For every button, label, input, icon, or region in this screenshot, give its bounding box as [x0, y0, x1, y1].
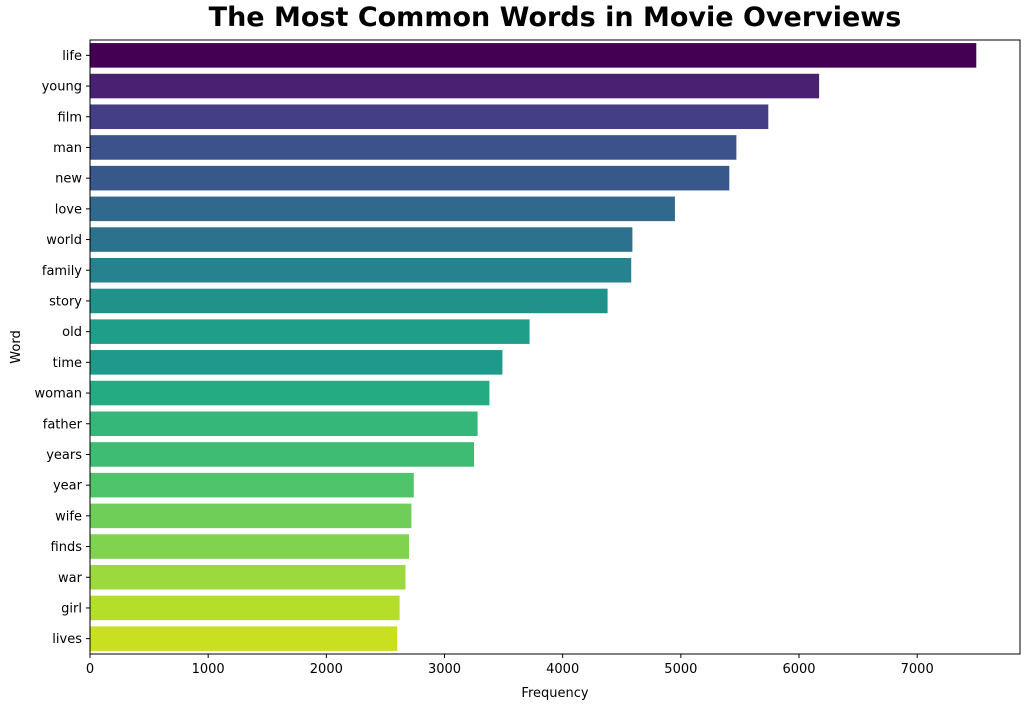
bar-wife	[90, 503, 412, 529]
x-tick-label: 7000	[901, 662, 934, 677]
y-axis-label: Word	[9, 330, 24, 363]
x-tick-label: 0	[86, 662, 94, 677]
y-tick-label: life	[62, 49, 82, 64]
y-tick-label: finds	[51, 540, 83, 555]
chart-title: The Most Common Words in Movie Overviews	[208, 2, 902, 33]
bar-life	[90, 43, 977, 68]
y-tick-labels: life young film man new love world family story o…	[35, 49, 90, 647]
y-tick-label: young	[42, 80, 82, 95]
x-ticks: 0 1000 2000 3000 4000 5000 6000 7000	[86, 654, 934, 677]
bar-family	[90, 257, 632, 283]
bar-man	[90, 135, 737, 160]
y-tick-label: story	[49, 294, 82, 309]
y-tick-label: year	[53, 479, 83, 494]
x-axis-label: Frequency	[521, 686, 588, 701]
x-tick-label: 5000	[664, 662, 697, 677]
x-tick-label: 2000	[310, 662, 343, 677]
y-tick-label: woman	[35, 387, 82, 402]
bar-girl	[90, 595, 400, 621]
plot-frame	[89, 39, 1021, 655]
bar-time	[90, 350, 503, 375]
y-tick-label: old	[62, 325, 82, 340]
y-tick-label: new	[55, 172, 82, 187]
bar-story	[90, 288, 608, 314]
bars-group	[90, 43, 977, 651]
bar-old	[90, 319, 530, 344]
y-tick-label: world	[46, 233, 82, 248]
bar-woman	[90, 380, 490, 406]
y-tick-label: love	[55, 202, 82, 217]
bar-world	[90, 227, 633, 252]
bar-war	[90, 564, 406, 590]
bar-love	[90, 196, 675, 222]
y-tick-label: time	[53, 356, 82, 371]
bar-new	[90, 165, 730, 191]
bar-finds	[90, 534, 410, 559]
bar-year	[90, 472, 414, 498]
y-tick-label: wife	[55, 509, 82, 524]
x-tick-label: 1000	[192, 662, 225, 677]
y-tick-label: man	[53, 141, 82, 156]
x-tick-label: 6000	[782, 662, 815, 677]
bar-lives	[90, 626, 398, 651]
x-tick-label: 4000	[546, 662, 579, 677]
bar-father	[90, 411, 478, 437]
y-tick-label: film	[58, 110, 82, 125]
y-tick-label: years	[46, 448, 82, 463]
bar-years	[90, 442, 475, 467]
y-tick-label: father	[43, 417, 83, 432]
y-tick-label: war	[58, 571, 83, 586]
bar-film	[90, 104, 769, 130]
x-tick-label: 3000	[428, 662, 461, 677]
y-tick-label: lives	[52, 632, 82, 647]
y-tick-label: family	[42, 264, 82, 279]
y-tick-label: girl	[61, 601, 82, 616]
bar-young	[90, 73, 820, 99]
